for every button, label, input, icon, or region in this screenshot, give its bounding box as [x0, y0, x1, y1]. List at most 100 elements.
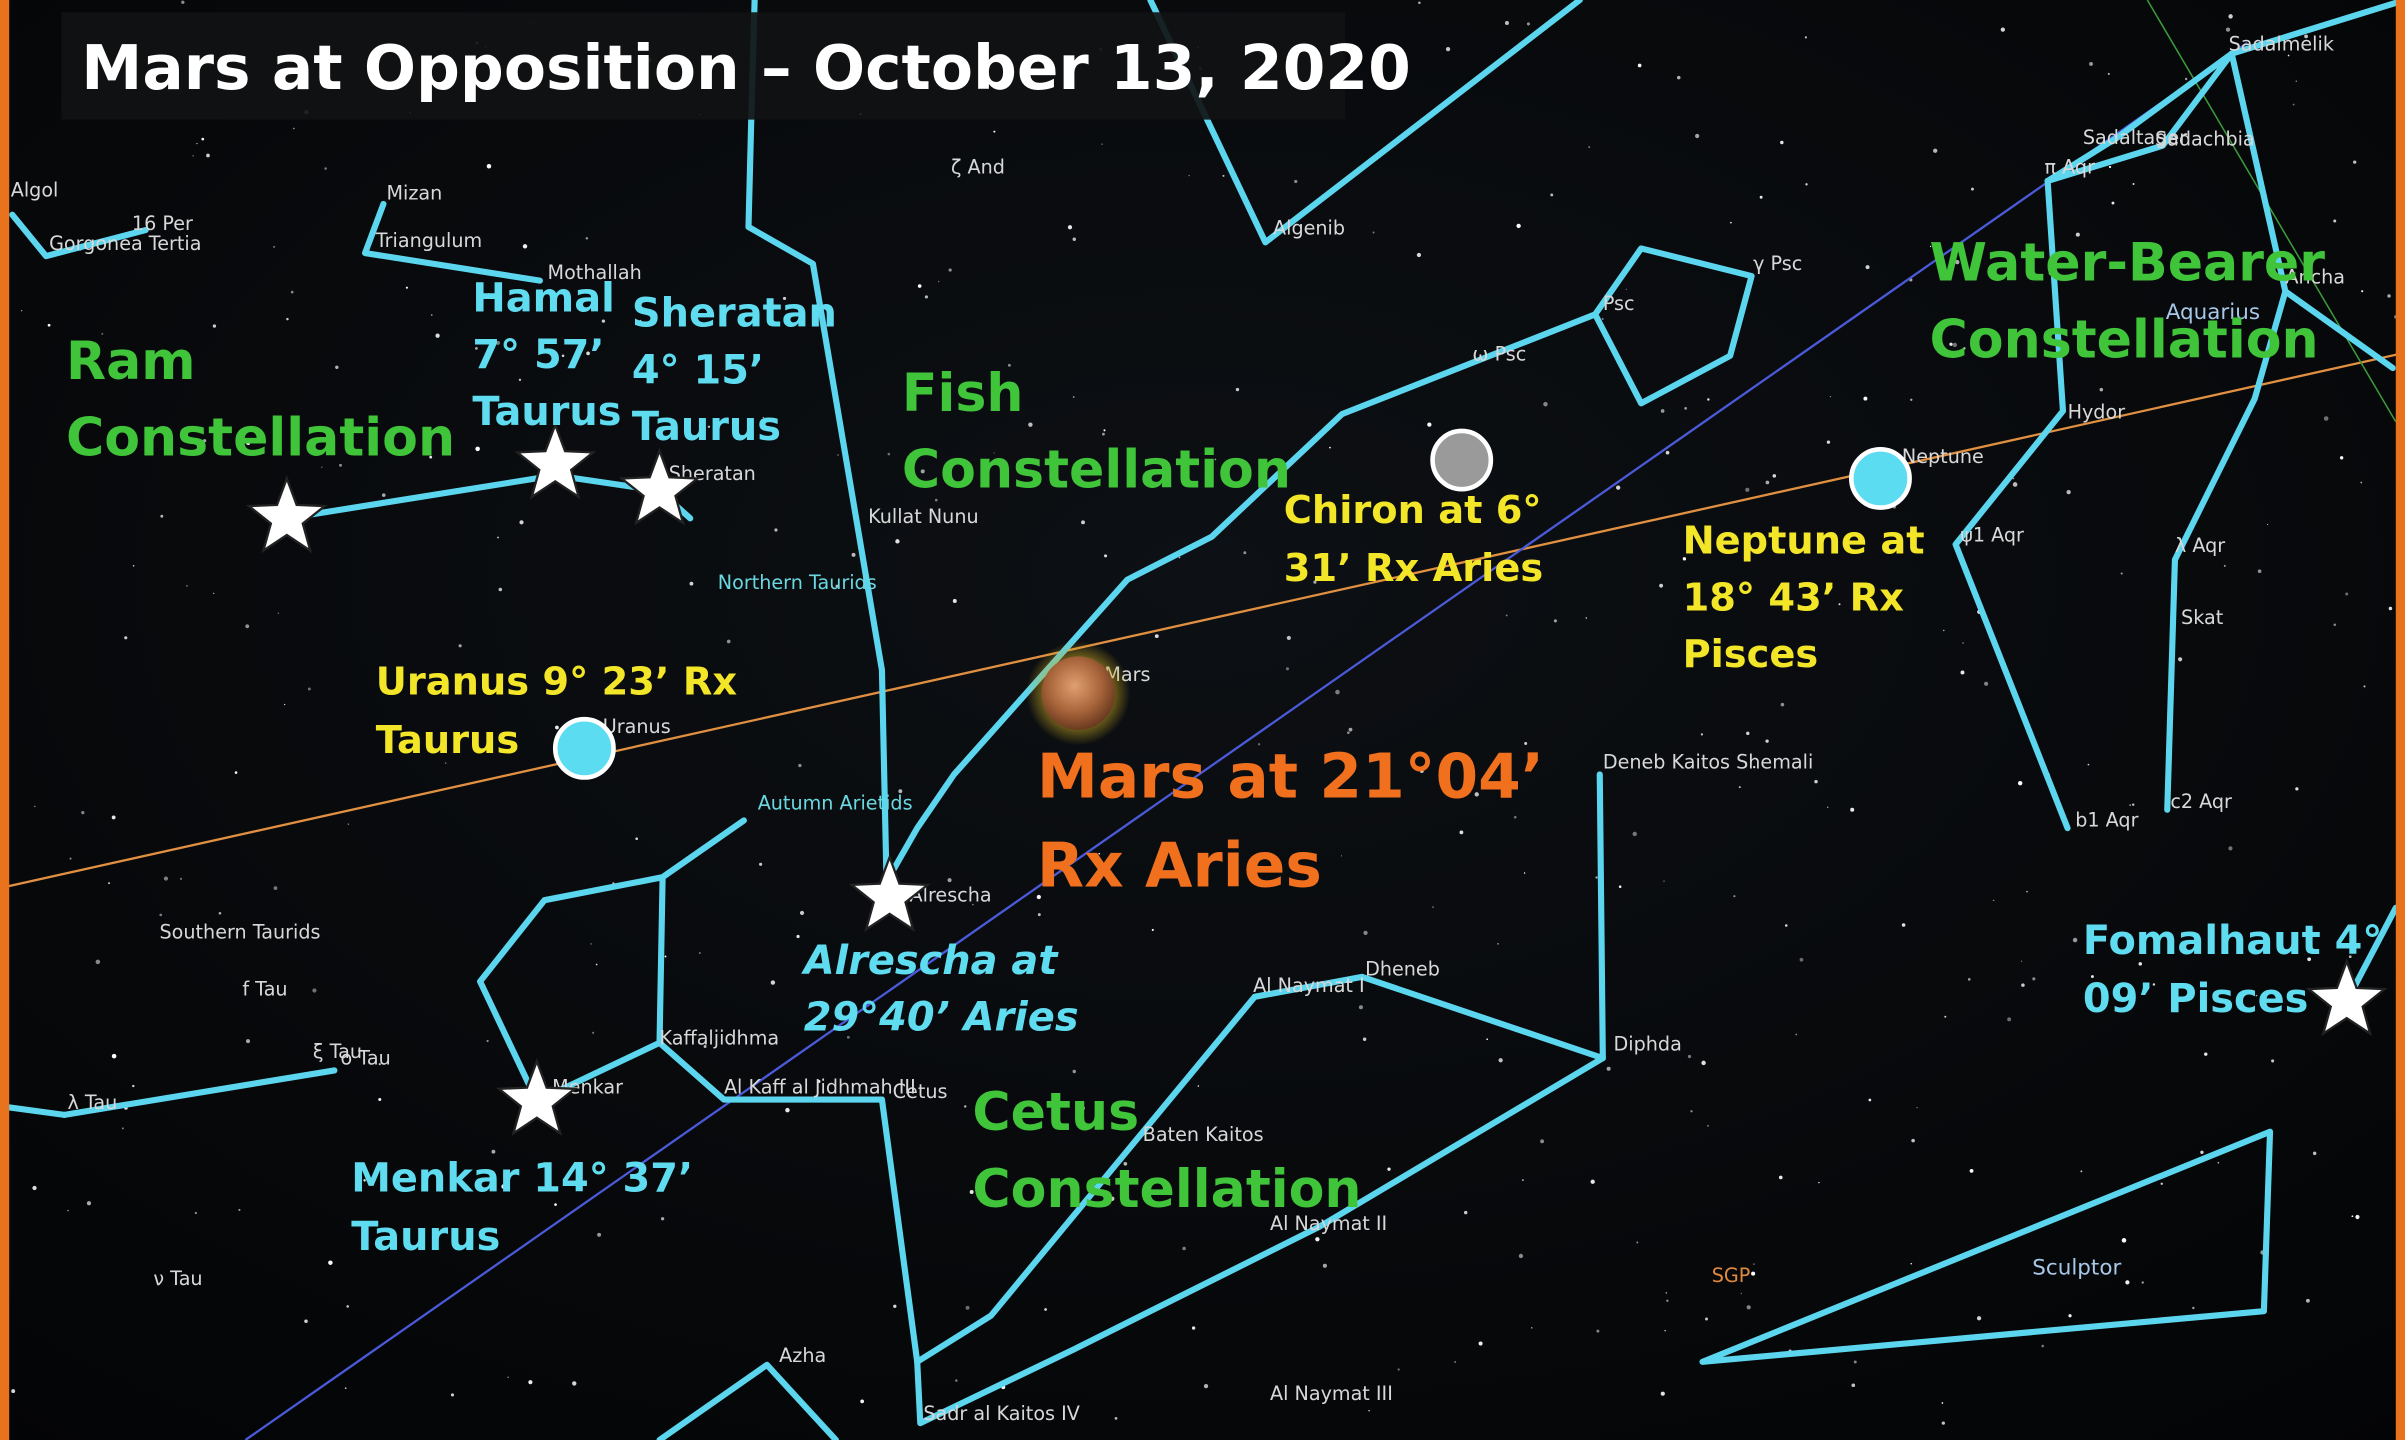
sky-label: π Aqr	[2045, 155, 2096, 178]
background-star	[1753, 1263, 1755, 1265]
sky-label: f Tau	[242, 977, 287, 1000]
background-star	[1705, 1317, 1708, 1321]
background-star	[1967, 977, 1971, 981]
background-star	[2072, 937, 2078, 943]
background-star	[1372, 231, 1375, 234]
background-star	[1701, 1060, 1706, 1066]
annotation-line: Fomalhaut 4°	[2083, 918, 2382, 964]
background-star	[67, 1209, 69, 1212]
background-star	[1523, 872, 1526, 874]
background-star	[381, 493, 386, 497]
background-star	[238, 1208, 241, 1212]
background-star	[1596, 1329, 1600, 1333]
background-star	[346, 1305, 350, 1308]
background-star	[1329, 446, 1331, 449]
background-star	[2099, 387, 2104, 392]
background-star	[1416, 252, 1422, 258]
background-star	[699, 952, 701, 954]
annotation-line: Hamal	[472, 275, 614, 321]
background-star	[1868, 1098, 1872, 1102]
background-star	[2271, 1059, 2275, 1063]
background-star	[817, 1080, 821, 1083]
sky-label: ζ And	[951, 155, 1005, 178]
background-star	[1730, 221, 1732, 224]
background-star	[1941, 1402, 1944, 1404]
background-star	[1553, 619, 1557, 623]
background-star	[34, 805, 36, 807]
background-star	[1348, 727, 1353, 732]
background-star	[1203, 1384, 1209, 1389]
background-star	[284, 703, 286, 706]
cetus-line	[914, 1055, 1606, 1427]
aquarius-line	[2282, 288, 2396, 372]
sky-label: Diphda	[1614, 1032, 1682, 1055]
background-star	[1616, 485, 1621, 490]
neptune	[1848, 447, 1912, 510]
background-star	[993, 452, 995, 454]
background-star	[1660, 1391, 1665, 1396]
background-star	[1445, 46, 1451, 52]
background-star	[1044, 1308, 1047, 1311]
background-star	[201, 137, 205, 141]
annotation-line: Ram	[66, 332, 196, 392]
background-star	[1294, 179, 1298, 184]
background-star	[887, 452, 891, 456]
background-star	[528, 1380, 533, 1385]
background-star	[1103, 429, 1106, 432]
cetus-line	[656, 771, 1606, 1365]
background-star	[1036, 894, 1041, 900]
background-star	[664, 955, 667, 958]
background-star	[1944, 1015, 1947, 1018]
background-star	[851, 552, 856, 557]
background-star	[1505, 614, 1508, 617]
background-star	[101, 332, 104, 335]
background-star	[1778, 1175, 1783, 1180]
background-star	[1955, 259, 1960, 265]
background-star	[444, 762, 447, 764]
background-star	[2107, 72, 2110, 75]
background-star	[246, 440, 251, 446]
star-icons	[245, 421, 2388, 1136]
background-star	[290, 290, 294, 294]
background-star	[895, 539, 900, 544]
star-icon	[495, 1057, 578, 1136]
background-star	[124, 636, 128, 640]
background-star	[1102, 432, 1105, 436]
background-star	[1387, 1167, 1391, 1171]
background-star	[846, 1035, 850, 1039]
annotation-line: Constellation	[66, 408, 455, 468]
background-star	[1700, 733, 1704, 736]
background-star	[312, 988, 317, 993]
background-star	[2217, 1161, 2220, 1164]
background-star	[246, 1039, 251, 1044]
background-star	[1971, 187, 1974, 191]
background-star	[554, 1203, 557, 1206]
background-star	[1795, 1033, 1798, 1036]
background-star	[1676, 75, 1681, 80]
background-star	[1286, 635, 1291, 641]
background-star	[1863, 396, 1868, 401]
background-star	[1037, 913, 1041, 917]
background-star	[1358, 1005, 1363, 1010]
sky-label: Psc	[1603, 292, 1635, 315]
background-star	[2173, 985, 2178, 991]
background-star	[347, 823, 350, 825]
background-star	[1315, 1237, 1320, 1242]
sky-label: Sadaltager	[2083, 126, 2187, 149]
background-star	[1478, 1341, 1483, 1346]
background-star	[2351, 1215, 2354, 1218]
background-star	[1687, 1054, 1692, 1059]
background-star	[1818, 1181, 1820, 1184]
annotation-line: Taurus	[376, 718, 519, 763]
background-star	[1660, 409, 1665, 413]
background-star	[11, 1389, 16, 1394]
right-border	[2395, 0, 2405, 1440]
background-star	[2132, 183, 2135, 186]
background-star	[1540, 1139, 1545, 1144]
background-star	[1853, 1360, 1857, 1364]
background-star	[2066, 489, 2071, 495]
annotation-line: Pisces	[1683, 632, 1819, 677]
sky-label: Hydor	[2068, 401, 2126, 424]
background-star	[963, 1105, 967, 1108]
